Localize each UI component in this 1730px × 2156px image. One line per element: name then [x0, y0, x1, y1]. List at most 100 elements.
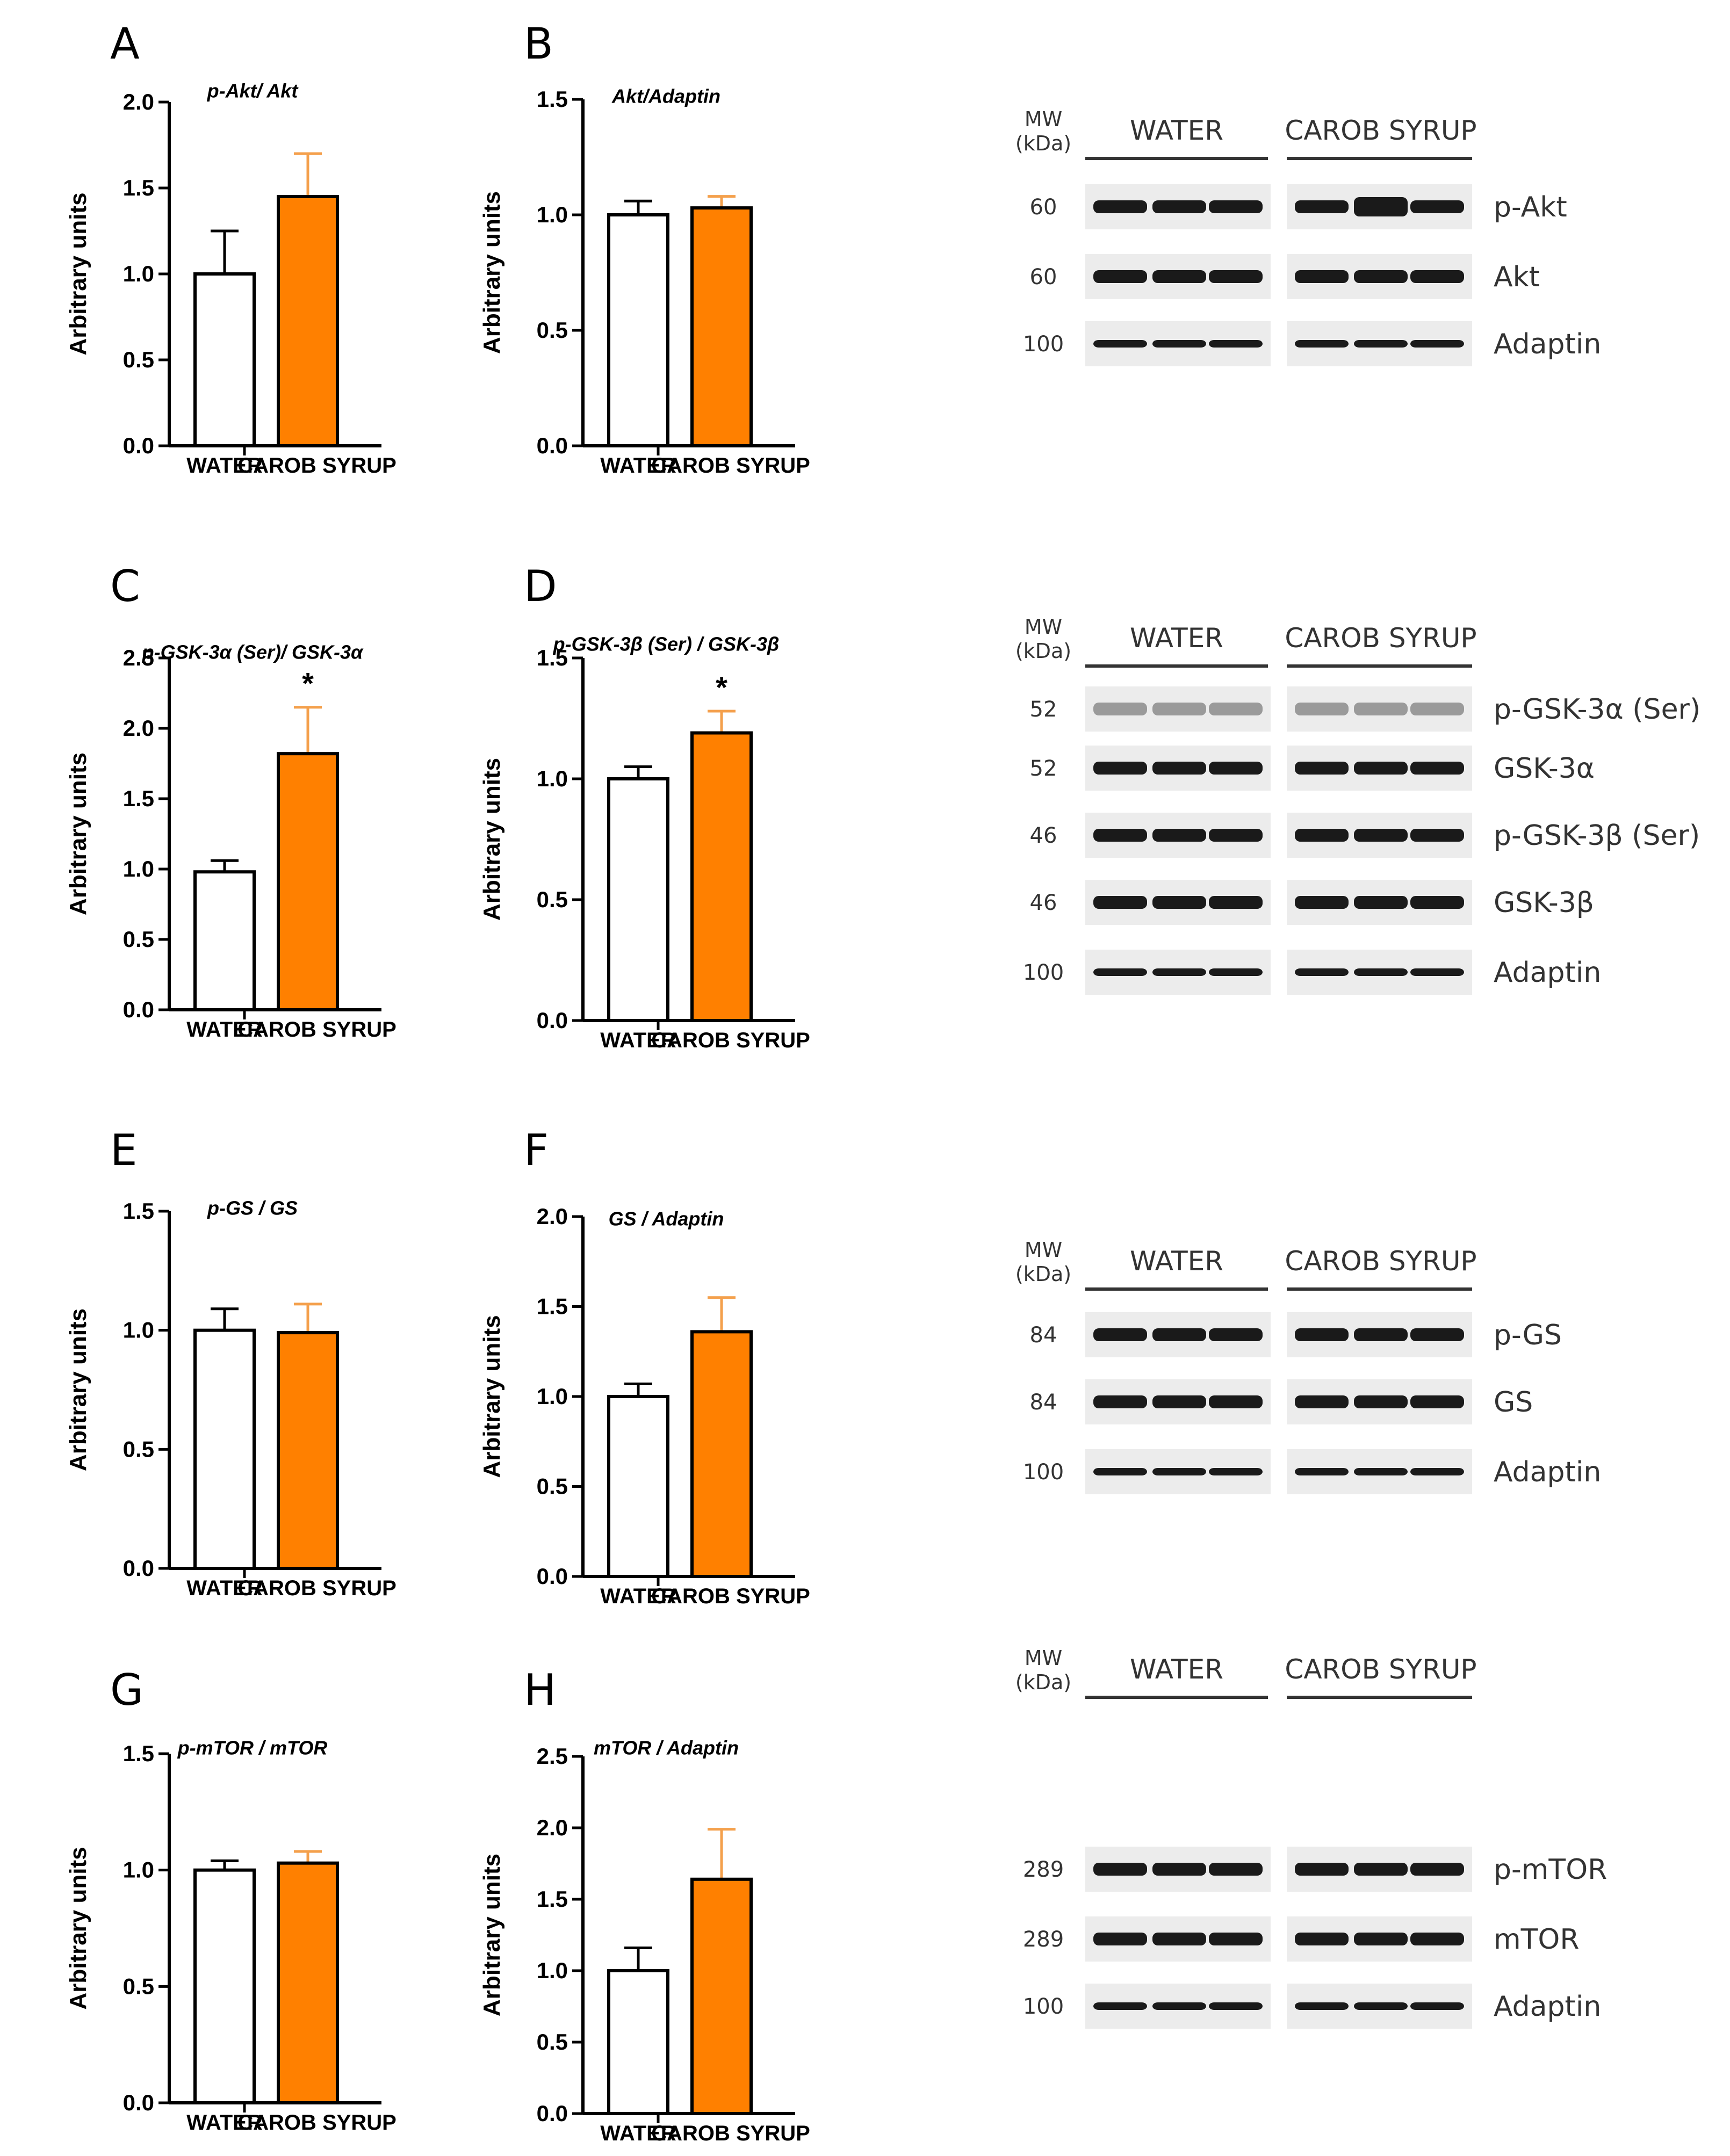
bar-carob-syrup: [690, 206, 753, 447]
blot-band: [1354, 1395, 1408, 1408]
significance-star: *: [302, 667, 314, 700]
y-tick-label: 0.5: [123, 927, 154, 952]
blot-band: [1093, 200, 1147, 213]
y-tick-label: 0.0: [123, 433, 154, 458]
blot-band: [1295, 270, 1349, 283]
western-blot-gsk3: MW(kDa) WATER CAROB SYRUP 52 p-GSK-3α (Ser) 5…: [1015, 615, 1700, 995]
blot-band: [1093, 968, 1147, 976]
chart-title: p-mTOR / mTOR: [177, 1737, 328, 1759]
blot-band: [1295, 762, 1349, 775]
blot-band: [1295, 1863, 1349, 1876]
mw-value: 100: [1023, 960, 1064, 985]
blot-band: [1295, 1395, 1349, 1408]
category-label-carob-syrup: CAROB SYRUP: [237, 1576, 397, 1600]
group-label-carob-syrup: CAROB SYRUP: [1285, 623, 1476, 654]
mw-value: 84: [1030, 1323, 1057, 1348]
blot-band: [1209, 1328, 1263, 1341]
y-tick-label: 1.5: [123, 786, 154, 811]
category-label-carob-syrup: CAROB SYRUP: [237, 454, 397, 477]
y-axis-label: Arbitrary units: [479, 1315, 505, 1478]
y-tick-label: 0.0: [123, 997, 154, 1022]
blot-band: [1093, 762, 1147, 775]
western-blot-mtor: MW(kDa) WATER CAROB SYRUP 289 p-mTOR 289 mTOR 1…: [1015, 1646, 1607, 2029]
blot-band: [1152, 2002, 1206, 2010]
y-axis-label: Arbitrary units: [65, 1847, 91, 2009]
blot-band: [1152, 1395, 1206, 1408]
protein-label: Adaptin: [1494, 957, 1601, 989]
y-tick-label: 0.5: [537, 317, 568, 343]
y-tick-label: 1.5: [123, 1741, 154, 1766]
blot-band: [1354, 896, 1408, 909]
protein-label: GSK-3α: [1494, 753, 1595, 785]
blot-band: [1295, 896, 1349, 909]
y-tick-label: 0.5: [537, 887, 568, 912]
y-tick-label: 0.5: [537, 2029, 568, 2054]
y-tick-label: 1.0: [123, 856, 154, 881]
protein-label: p-Akt: [1494, 191, 1567, 223]
protein-label: mTOR: [1494, 1923, 1579, 1956]
blot-band: [1354, 762, 1408, 775]
chart-title: p-GSK-3α (Ser)/ GSK-3α: [142, 641, 364, 663]
blot-band: [1209, 1395, 1263, 1408]
chart-title: p-Akt/ Akt: [207, 79, 299, 102]
y-axis-label: Arbitrary units: [65, 1308, 91, 1471]
blot-band: [1410, 270, 1464, 283]
bar-chart-h: mTOR / Adaptin Arbitrary units 0.0 0.5 1.0 1.…: [479, 1737, 810, 2145]
bar-chart-f: GS / Adaptin Arbitrary units 0.0 0.5 1.0 1.5 2…: [479, 1204, 810, 1608]
y-tick-label: 2.0: [537, 1204, 568, 1229]
blot-band: [1093, 1933, 1147, 1945]
blot-band: [1354, 1328, 1408, 1341]
chart-title: p-GSK-3β (Ser) / GSK-3β: [553, 633, 780, 655]
blot-band: [1295, 1468, 1349, 1475]
bar-water: [193, 1868, 256, 2104]
protein-label: p-GSK-3α (Ser): [1494, 693, 1700, 726]
y-tick-label: 2.0: [123, 715, 154, 741]
blot-band: [1410, 1863, 1464, 1876]
group-label-carob-syrup: CAROB SYRUP: [1285, 115, 1476, 146]
blot-band: [1410, 2002, 1464, 2010]
category-label-carob-syrup: CAROB SYRUP: [237, 2111, 397, 2135]
blot-band: [1152, 829, 1206, 842]
mw-label: MW: [1025, 107, 1062, 131]
mw-value: 289: [1023, 1857, 1064, 1882]
blot-band: [1354, 340, 1408, 348]
blot-band: [1410, 1395, 1464, 1408]
blot-band: [1354, 1933, 1408, 1945]
blot-band: [1209, 1468, 1263, 1475]
y-tick-label: 0.0: [537, 1008, 568, 1033]
bar-water: [193, 272, 256, 447]
blot-band: [1354, 1863, 1408, 1876]
y-tick-label: 1.0: [537, 1384, 568, 1409]
mw-value: 52: [1030, 697, 1057, 722]
group-label-carob-syrup: CAROB SYRUP: [1285, 1654, 1476, 1685]
group-label-water: WATER: [1130, 115, 1223, 146]
bar-water: [193, 870, 256, 1011]
category-label-carob-syrup: CAROB SYRUP: [237, 1018, 397, 1041]
blot-band: [1354, 968, 1408, 976]
mw-value: 46: [1030, 891, 1057, 915]
blot-band: [1093, 829, 1147, 842]
mw-value: 84: [1030, 1390, 1057, 1415]
blot-band: [1093, 1863, 1147, 1876]
protein-label: Adaptin: [1494, 1456, 1601, 1488]
y-tick-label: 0.0: [123, 1555, 154, 1581]
blot-band: [1152, 200, 1206, 213]
blot-band: [1209, 703, 1263, 715]
blot-band: [1152, 762, 1206, 775]
group-label-water: WATER: [1130, 1246, 1223, 1277]
bar-water: [607, 1395, 669, 1578]
blot-band: [1152, 270, 1206, 283]
bar-chart-c: p-GSK-3α (Ser)/ GSK-3α Arbitrary units * 0.…: [65, 641, 397, 1041]
blot-band: [1410, 200, 1464, 213]
category-label-water: WATER: [600, 1029, 676, 1052]
chart-title: p-GS / GS: [207, 1197, 298, 1219]
blot-band: [1410, 340, 1464, 348]
mw-value: 100: [1023, 332, 1064, 357]
mw-value: 100: [1023, 1994, 1064, 2019]
blot-band: [1152, 896, 1206, 909]
y-axis-label: Arbitrary units: [65, 753, 91, 915]
protein-label: p-mTOR: [1494, 1854, 1607, 1886]
category-label-carob-syrup: CAROB SYRUP: [651, 454, 810, 477]
blot-band: [1209, 2002, 1263, 2010]
bar-carob-syrup: [690, 1330, 753, 1578]
